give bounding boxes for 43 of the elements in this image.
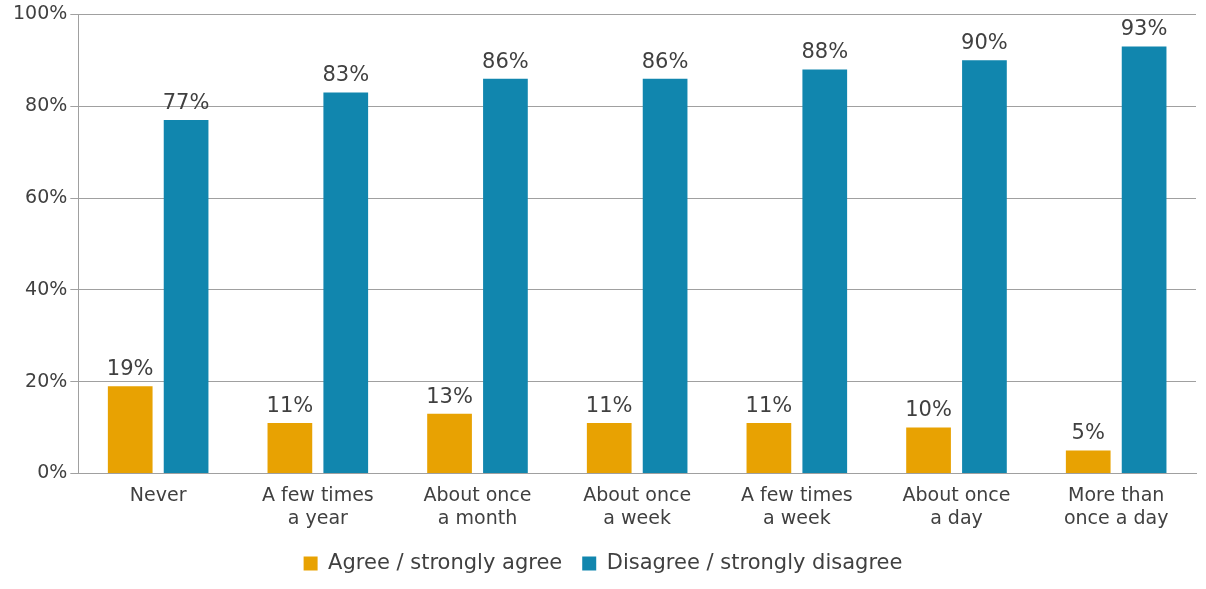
bar: [642, 78, 688, 473]
bar: [746, 422, 792, 473]
data-label: 13%: [426, 383, 473, 408]
x-tick-label: More than once a day: [1063, 482, 1169, 528]
bar: [962, 60, 1007, 473]
bar: [427, 413, 472, 473]
data-label: 11%: [745, 392, 793, 417]
data-label: 11%: [266, 392, 314, 417]
data-label: 88%: [801, 39, 849, 64]
bar: [906, 427, 951, 473]
data-label: 83%: [322, 62, 370, 87]
y-tick-label: 80%: [25, 93, 68, 116]
x-tick-label: A few times a year: [261, 482, 374, 528]
bar: [586, 422, 632, 473]
data-label: 93%: [1120, 16, 1168, 41]
data-label: 86%: [641, 48, 689, 73]
x-tick-label: A few times a week: [740, 482, 853, 528]
y-tick-label: 0%: [37, 460, 68, 483]
data-label: 10%: [905, 397, 952, 422]
x-tick-label: Never: [129, 482, 187, 505]
data-label: 90%: [961, 30, 1008, 55]
data-label: 11%: [585, 392, 633, 417]
data-label: 5%: [1071, 420, 1105, 445]
legend-label: Agree / strongly agree: [328, 549, 563, 574]
data-label: 19%: [106, 356, 154, 381]
data-label: 77%: [162, 89, 210, 114]
y-tick-label: 20%: [25, 368, 68, 391]
bar: [323, 92, 369, 473]
bar: [802, 69, 848, 473]
bar: [267, 422, 313, 473]
x-tick-label: About once a day: [902, 482, 1011, 528]
y-tick-label: 60%: [25, 184, 68, 207]
bar: [483, 78, 528, 473]
legend-label: Disagree / strongly disagree: [606, 549, 903, 574]
bar: [107, 386, 153, 473]
x-tick-label: About once a month: [423, 482, 532, 528]
x-tick-label: About once a week: [583, 482, 692, 528]
y-tick-label: 40%: [25, 276, 68, 299]
bar: [163, 119, 209, 473]
bar: [1065, 450, 1111, 473]
bar: [1121, 46, 1167, 473]
y-tick-label: 100%: [12, 1, 68, 24]
data-label: 86%: [482, 48, 529, 73]
